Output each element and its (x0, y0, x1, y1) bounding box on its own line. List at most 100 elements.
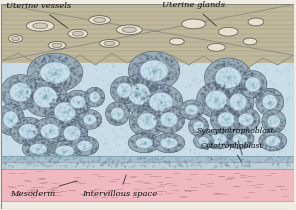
Ellipse shape (22, 139, 54, 159)
Bar (1, 156, 294, 169)
Ellipse shape (56, 119, 88, 147)
Ellipse shape (106, 102, 129, 125)
Ellipse shape (243, 38, 257, 45)
Ellipse shape (189, 117, 208, 136)
Ellipse shape (140, 60, 168, 81)
Ellipse shape (1, 75, 40, 110)
Ellipse shape (104, 41, 115, 46)
Text: Syncytiotrophoblast: Syncytiotrophoblast (197, 127, 274, 155)
Ellipse shape (262, 110, 286, 133)
Ellipse shape (128, 51, 180, 90)
Ellipse shape (64, 90, 92, 114)
Ellipse shape (83, 114, 96, 125)
Ellipse shape (12, 36, 19, 41)
Ellipse shape (70, 96, 86, 108)
Ellipse shape (149, 92, 173, 112)
Ellipse shape (78, 110, 102, 129)
Ellipse shape (215, 67, 241, 88)
Ellipse shape (185, 104, 198, 115)
Ellipse shape (26, 21, 54, 31)
Ellipse shape (194, 133, 213, 149)
Ellipse shape (68, 29, 88, 38)
Ellipse shape (100, 39, 119, 47)
Ellipse shape (160, 112, 178, 127)
Ellipse shape (85, 87, 104, 107)
Text: Uterine vessels: Uterine vessels (6, 2, 71, 28)
Ellipse shape (222, 86, 254, 118)
Ellipse shape (153, 133, 185, 153)
Ellipse shape (193, 121, 204, 132)
Ellipse shape (19, 124, 38, 139)
Ellipse shape (94, 18, 106, 22)
Ellipse shape (248, 18, 264, 26)
Ellipse shape (40, 62, 70, 83)
Ellipse shape (71, 136, 99, 156)
Ellipse shape (0, 104, 25, 135)
Ellipse shape (136, 138, 153, 148)
Ellipse shape (197, 83, 236, 118)
Ellipse shape (229, 93, 247, 110)
Text: Uterine glands: Uterine glands (162, 1, 225, 26)
Ellipse shape (119, 75, 159, 114)
Ellipse shape (33, 86, 57, 108)
Ellipse shape (77, 140, 92, 151)
Ellipse shape (218, 27, 238, 36)
Ellipse shape (55, 145, 75, 156)
Ellipse shape (23, 77, 67, 117)
Ellipse shape (153, 106, 185, 133)
Ellipse shape (89, 92, 100, 102)
Ellipse shape (63, 126, 81, 141)
Ellipse shape (256, 88, 284, 116)
Ellipse shape (110, 77, 138, 104)
Ellipse shape (238, 113, 254, 126)
Ellipse shape (28, 53, 83, 92)
Ellipse shape (180, 100, 203, 119)
Ellipse shape (169, 38, 184, 45)
Ellipse shape (128, 83, 150, 105)
Ellipse shape (48, 41, 66, 49)
Ellipse shape (47, 141, 83, 160)
Ellipse shape (11, 118, 46, 145)
Ellipse shape (232, 108, 260, 131)
Ellipse shape (139, 84, 183, 119)
Ellipse shape (160, 138, 178, 148)
Ellipse shape (262, 94, 277, 109)
Ellipse shape (182, 19, 205, 29)
Ellipse shape (122, 27, 136, 32)
Bar (1, 169, 294, 202)
Ellipse shape (245, 77, 260, 92)
Bar (1, 58, 294, 165)
Ellipse shape (73, 31, 83, 36)
Bar (1, 163, 294, 169)
Text: Intervillous space: Intervillous space (82, 175, 157, 198)
Ellipse shape (205, 90, 227, 110)
Ellipse shape (52, 43, 62, 47)
Ellipse shape (32, 118, 68, 145)
Ellipse shape (267, 115, 280, 128)
Ellipse shape (226, 129, 254, 149)
Ellipse shape (210, 134, 227, 144)
Ellipse shape (117, 83, 132, 98)
Ellipse shape (9, 35, 22, 42)
Ellipse shape (202, 129, 234, 149)
Ellipse shape (137, 113, 157, 130)
Ellipse shape (198, 137, 209, 145)
Ellipse shape (265, 136, 280, 146)
Ellipse shape (3, 111, 18, 128)
Ellipse shape (210, 106, 242, 133)
Text: Cytotrophoblast: Cytotrophoblast (200, 142, 263, 162)
Ellipse shape (218, 112, 235, 127)
Bar (1, 4, 294, 63)
Text: Mesoderm: Mesoderm (11, 181, 77, 198)
Ellipse shape (33, 23, 48, 29)
Ellipse shape (89, 16, 110, 24)
Ellipse shape (128, 133, 160, 153)
Ellipse shape (30, 143, 47, 154)
Ellipse shape (9, 83, 31, 102)
Ellipse shape (116, 25, 142, 35)
Ellipse shape (129, 106, 165, 137)
Polygon shape (1, 4, 294, 68)
Ellipse shape (205, 58, 252, 97)
Ellipse shape (45, 94, 85, 129)
Ellipse shape (40, 124, 60, 139)
